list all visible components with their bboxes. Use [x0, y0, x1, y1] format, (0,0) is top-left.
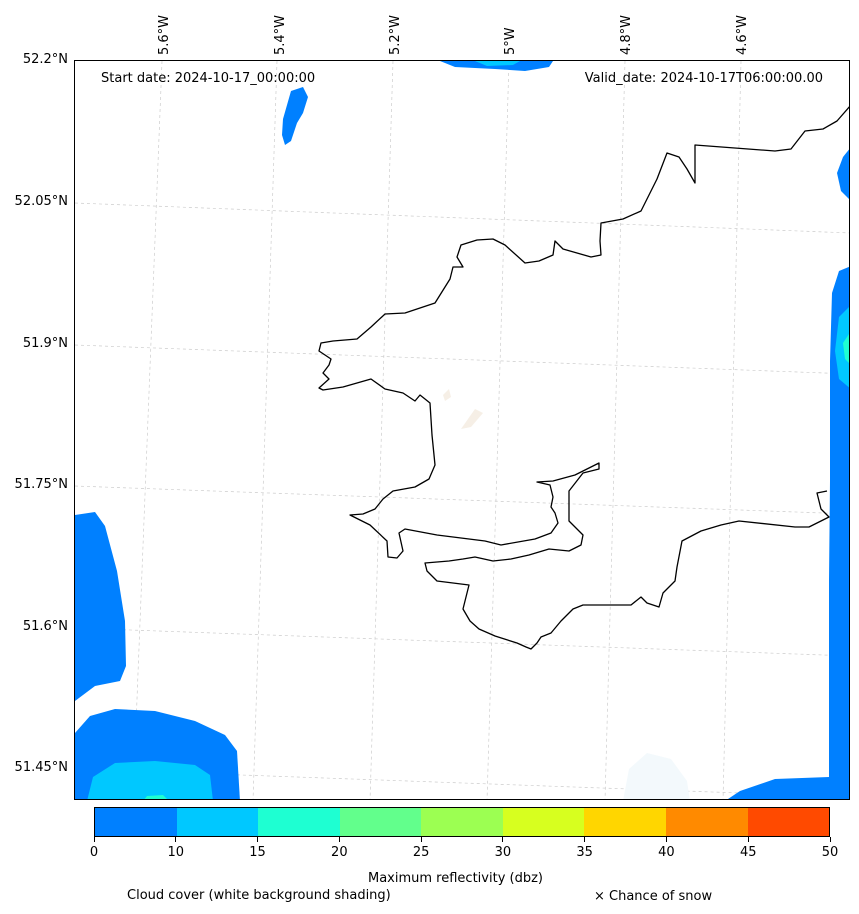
colorbar-tick: [338, 837, 340, 842]
reflectivity-area: [440, 61, 553, 71]
cloud-cover-area: [443, 389, 451, 401]
reflectivity-area: [728, 777, 829, 799]
colorbar-tick: [420, 837, 422, 842]
reflectivity-area: [829, 266, 849, 799]
colorbar-swatch: [258, 808, 340, 836]
colorbar-tick: [584, 837, 586, 842]
colorbar-tick-label: 15: [249, 845, 266, 860]
reflectivity-colorbar: [94, 807, 830, 837]
colorbar-swatch: [502, 808, 585, 836]
reflectivity-area: [75, 512, 126, 701]
colorbar-swatch: [339, 808, 422, 836]
colorbar-tick: [93, 837, 95, 842]
gridlines: [75, 61, 849, 799]
reflectivity-area: [144, 795, 167, 799]
map-canvas[interactable]: [75, 61, 850, 800]
colorbar-swatch: [176, 808, 259, 836]
colorbar-tick: [502, 837, 504, 842]
reflectivity-area: [87, 761, 213, 799]
valid-date-label: Valid_date: 2024-10-17T06:00:00.00: [584, 71, 823, 86]
reflectivity-shading: [75, 61, 849, 799]
meridian-line: [252, 61, 278, 799]
snow-chance-legend: × Chance of snow: [594, 889, 713, 904]
parallel-line: [75, 627, 849, 657]
reflectivity-area: [837, 149, 849, 199]
longitude-label-5-2w: 5.2°W: [388, 14, 403, 55]
meridian-line: [722, 61, 742, 799]
latitude-label-51-45n: 51.45°N: [14, 760, 68, 775]
reflectivity-area: [843, 334, 849, 363]
colorbar-tick: [257, 837, 259, 842]
colorbar-swatch: [421, 808, 503, 836]
meridian-line: [486, 61, 510, 799]
cloud-cover-area: [623, 753, 690, 799]
colorbar-tick-label: 20: [331, 845, 348, 860]
parallel-line: [75, 485, 849, 515]
latitude-label-51-75n: 51.75°N: [14, 477, 68, 492]
colorbar-swatch: [584, 808, 666, 836]
colorbar-tick-label: 40: [658, 845, 675, 860]
colorbar-tick-label: 45: [739, 845, 757, 860]
colorbar-swatch: [747, 808, 830, 836]
colorbar-swatch: [95, 808, 177, 836]
cloud-cover-area: [461, 409, 483, 429]
colorbar-tick: [747, 837, 749, 842]
coastline: [318, 106, 849, 650]
latitude-label-52-05n: 52.05°N: [14, 194, 68, 209]
reflectivity-area: [835, 307, 849, 388]
colorbar-tick-label: 35: [576, 845, 593, 860]
reflectivity-area: [282, 87, 308, 145]
meridian-line: [132, 61, 163, 799]
colorbar-tick: [175, 837, 177, 842]
meridian-line: [604, 61, 626, 799]
latitude-label-51-6n: 51.6°N: [22, 619, 68, 634]
colorbar-tick-label: 25: [412, 845, 430, 860]
longitude-label-5-6w: 5.6°W: [157, 14, 172, 55]
map-panel[interactable]: Start date: 2024-10-17_00:00:00 Valid_da…: [74, 60, 850, 800]
colorbar-tick-label: 50: [821, 845, 839, 860]
colorbar-swatch: [665, 808, 748, 836]
meridian-line: [369, 61, 394, 799]
start-date-label: Start date: 2024-10-17_00:00:00: [101, 71, 316, 86]
reflectivity-area: [475, 61, 520, 66]
longitude-label-5-4w: 5.4°W: [273, 14, 288, 55]
colorbar-title: Maximum reflectivity (dbz): [368, 871, 543, 886]
colorbar-tick-label: 0: [89, 845, 99, 860]
longitude-label-4-6w: 4.6°W: [735, 14, 750, 55]
longitude-label-5w: 5°W: [503, 27, 518, 55]
colorbar-tick-label: 30: [494, 845, 512, 860]
colorbar-tick-label: 10: [167, 845, 185, 860]
latitude-label-52-2n: 52.2°N: [22, 52, 68, 67]
latitude-label-51-9n: 51.9°N: [22, 336, 68, 351]
colorbar-tick: [665, 837, 667, 842]
colorbar-tick: [829, 837, 831, 842]
parallel-line: [75, 202, 849, 234]
longitude-label-4-8w: 4.8°W: [619, 14, 634, 55]
cloud-cover-legend: Cloud cover (white background shading): [127, 888, 391, 903]
